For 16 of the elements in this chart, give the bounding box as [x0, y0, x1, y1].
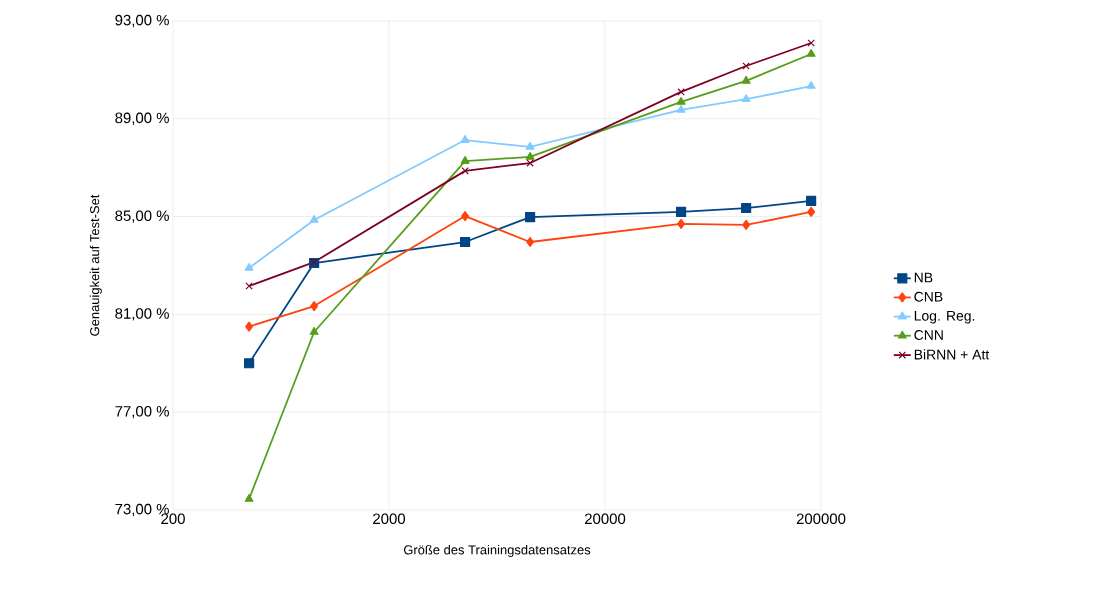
x-tick-label: 200 — [161, 513, 185, 525]
legend-label: NB — [914, 272, 933, 283]
x-tick-label: 20000 — [584, 513, 626, 525]
y-tick-label: 89,00 % — [115, 112, 169, 125]
y-tick-label: 93,00 % — [115, 14, 169, 28]
legend-label: CNN — [914, 330, 943, 340]
x-tick-label: 200000 — [796, 513, 846, 525]
y-axis-title: Genauigkeit auf Test-Set — [89, 194, 102, 336]
legend-label: CNB — [914, 291, 943, 302]
y-tick-label: 81,00 % — [115, 308, 169, 321]
y-tick-label: 77,00 % — [115, 406, 169, 419]
legend-label: Log. Reg. — [914, 311, 975, 324]
x-tick-label: 2000 — [373, 513, 406, 525]
x-axis-title: Größe des Trainingsdatensatzes — [403, 544, 591, 557]
y-tick-label: 85,00 % — [115, 210, 169, 223]
legend-label: BiRNN + Att — [914, 349, 990, 360]
